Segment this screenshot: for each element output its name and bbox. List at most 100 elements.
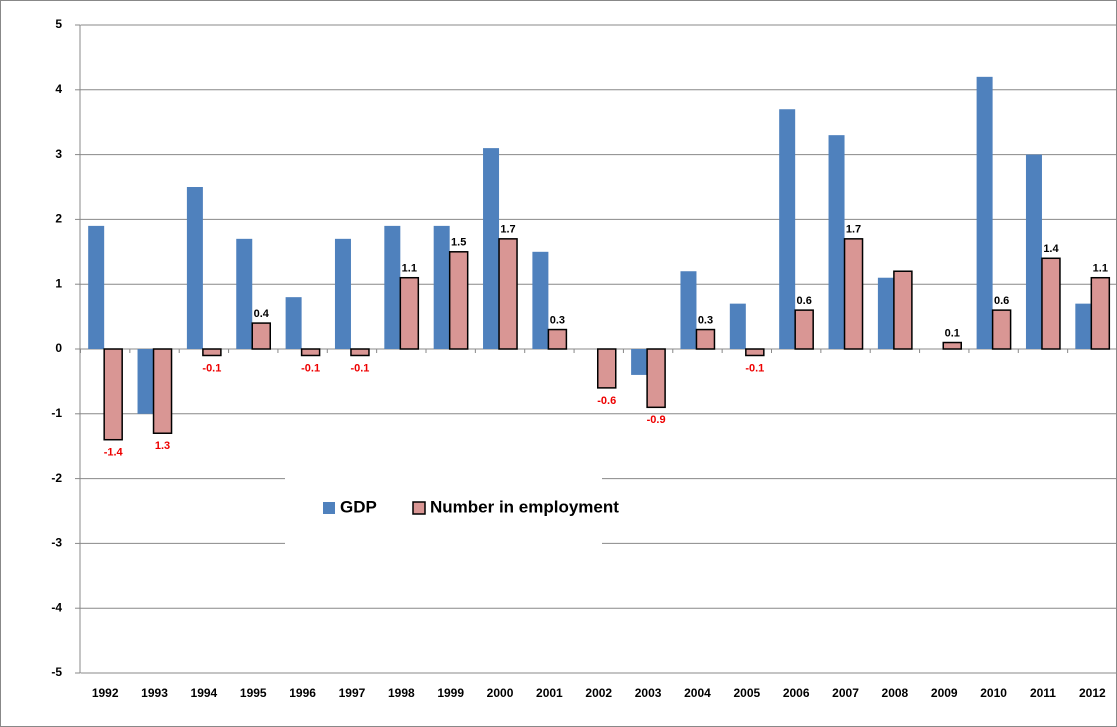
- y-tick-label: -4: [51, 600, 62, 614]
- data-label: 0.3: [550, 314, 565, 326]
- x-tick-label: 2007: [832, 686, 859, 700]
- bar: [828, 135, 845, 349]
- data-label: 1.4: [1043, 243, 1059, 255]
- bar: [334, 238, 351, 349]
- bar: [152, 348, 173, 434]
- bar: [498, 238, 518, 350]
- y-tick-label: 4: [55, 82, 62, 96]
- bar: [103, 348, 123, 441]
- data-label: 0.4: [254, 308, 270, 320]
- data-label: 0.6: [797, 295, 812, 307]
- y-tick-label: 0: [55, 341, 62, 355]
- bar: [893, 270, 913, 350]
- bar: [202, 348, 222, 357]
- bar: [350, 348, 370, 357]
- x-tick-label: 1995: [240, 686, 267, 700]
- y-tick-label: 5: [55, 17, 62, 31]
- x-tick-label: 1999: [437, 686, 464, 700]
- bar: [695, 328, 716, 350]
- data-label: 1.1: [1093, 263, 1108, 275]
- y-tick-label: 3: [55, 147, 62, 161]
- x-tick-label: 2009: [931, 686, 958, 700]
- bar: [433, 225, 450, 349]
- x-tick-label: 1998: [388, 686, 415, 700]
- x-tick-label: 2010: [980, 686, 1007, 700]
- data-label: 1.1: [402, 263, 417, 275]
- x-tick-label: 2004: [684, 686, 711, 700]
- bar: [137, 349, 154, 414]
- bar: [532, 251, 549, 349]
- x-tick-label: 1992: [92, 686, 119, 700]
- bar: [1041, 257, 1061, 350]
- data-label: -0.1: [350, 362, 369, 374]
- bar: [384, 225, 401, 349]
- bar: [646, 348, 666, 409]
- bar: [1090, 276, 1111, 350]
- bar: [1075, 303, 1092, 349]
- bar: [285, 297, 302, 349]
- bar: [843, 238, 864, 350]
- legend-label: GDP: [340, 497, 377, 516]
- legend-swatch: [323, 502, 335, 514]
- data-label: -1.4: [104, 447, 124, 459]
- bar: [186, 187, 203, 349]
- x-tick-label: 2002: [585, 686, 612, 700]
- legend-box: [285, 470, 602, 546]
- x-tick-label: 2001: [536, 686, 563, 700]
- x-tick-label: 2006: [783, 686, 810, 700]
- data-label: 0.3: [698, 314, 713, 326]
- x-tick-label: 1994: [191, 686, 218, 700]
- legend: GDP Number in employment: [323, 497, 619, 516]
- x-tick-label: 2012: [1079, 686, 1106, 700]
- bar: [779, 109, 796, 350]
- bar: [1025, 154, 1042, 349]
- bar: [745, 348, 765, 357]
- x-tick-label: 1993: [141, 686, 168, 700]
- bar: [991, 309, 1012, 350]
- data-label: 1.7: [500, 224, 515, 236]
- legend-label: Number in employment: [430, 497, 619, 516]
- bar: [300, 348, 321, 357]
- bar: [597, 348, 617, 389]
- bar: [877, 277, 894, 349]
- legend-swatch: [412, 501, 426, 515]
- x-tick-label: 2003: [635, 686, 662, 700]
- data-label: 0.1: [945, 327, 960, 339]
- data-label: -0.9: [647, 414, 666, 426]
- bar: [88, 225, 105, 349]
- data-label: 0.6: [994, 295, 1009, 307]
- data-label: 1.3: [155, 440, 170, 452]
- x-tick-label: 1996: [289, 686, 316, 700]
- bar: [236, 238, 253, 349]
- bar: [483, 148, 500, 349]
- bar: [251, 322, 271, 350]
- bar: [794, 309, 814, 350]
- data-label: 1.7: [846, 224, 861, 236]
- bar: [680, 271, 697, 349]
- x-tick-label: 2008: [882, 686, 909, 700]
- bar: [976, 76, 993, 349]
- bar: [399, 276, 420, 350]
- x-tick-label: 2011: [1030, 686, 1056, 700]
- y-tick-label: -3: [51, 536, 62, 550]
- y-tick-label: -5: [51, 665, 62, 679]
- data-label: 1.5: [451, 237, 466, 249]
- x-tick-label: 1997: [339, 686, 366, 700]
- data-label: -0.1: [745, 362, 764, 374]
- bar: [448, 251, 469, 350]
- data-label: -0.6: [597, 395, 616, 407]
- y-tick-label: -2: [51, 471, 62, 485]
- bars: [88, 76, 1111, 441]
- y-tick-label: 1: [55, 276, 62, 290]
- bar: [942, 341, 962, 350]
- bar: [547, 328, 568, 350]
- y-tick-label: -1: [51, 406, 62, 420]
- x-tick-label: 2005: [733, 686, 760, 700]
- x-tick-label: 2000: [487, 686, 514, 700]
- bar: [631, 349, 648, 375]
- grid: [75, 24, 1117, 674]
- bar: [729, 303, 746, 349]
- y-tick-label: 2: [55, 212, 62, 226]
